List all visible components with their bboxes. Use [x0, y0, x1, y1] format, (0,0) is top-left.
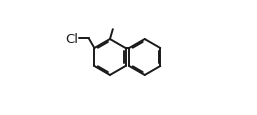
Text: Cl: Cl	[66, 33, 78, 46]
